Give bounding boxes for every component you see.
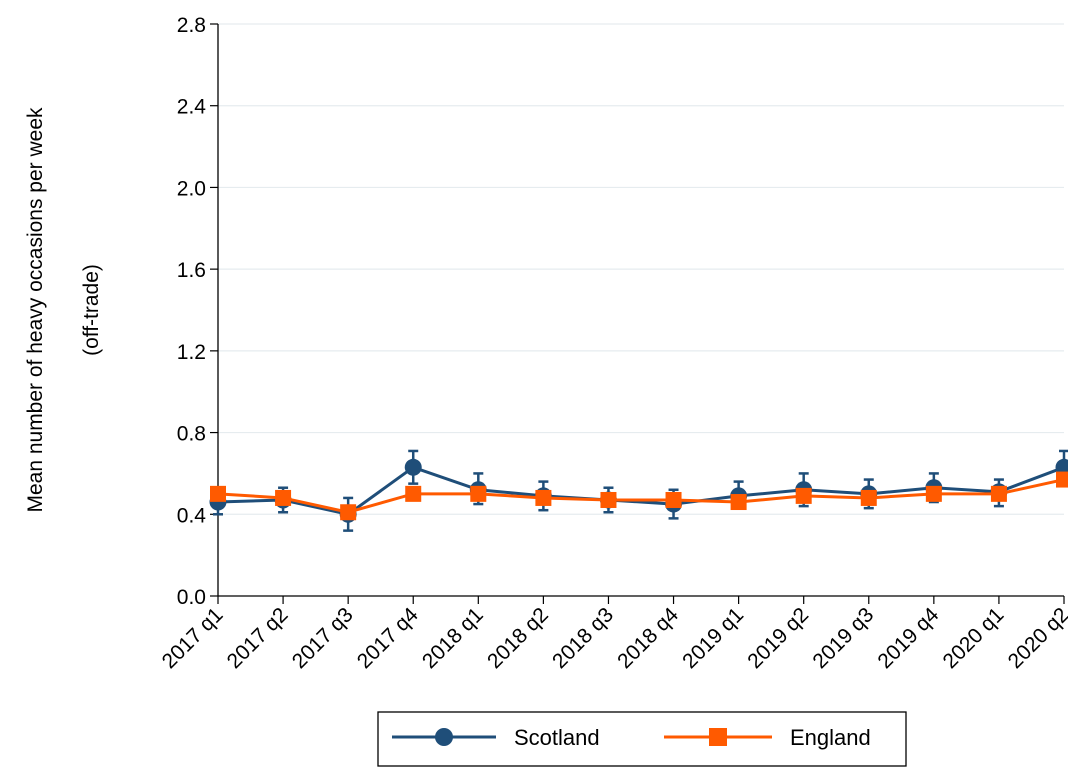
x-tick-label: 2018 q3 [548,603,618,673]
series-layer [209,449,1068,532]
x-tick-label: 2019 q3 [808,603,878,673]
legend-marker [709,728,727,746]
x-tick-label: 2018 q1 [418,603,488,673]
x-tick-label: 2019 q4 [873,603,943,673]
gridlines [218,23,1064,515]
data-point [665,491,682,508]
y-axis-title-line-1: Mean number of heavy occasions per week [24,107,47,513]
y-axis-title: Mean number of heavy occasions per week … [24,107,103,513]
y-tick-label: 1.6 [177,259,206,282]
x-tick-label: 2020 q1 [939,603,1009,673]
x-tick-label: 2020 q2 [1004,603,1068,673]
data-point [405,485,422,502]
x-tick-label: 2017 q1 [158,603,228,673]
data-point [210,485,226,502]
legend-marker [435,728,453,746]
data-point [404,458,422,476]
legend-label: England [790,725,871,750]
series-line [217,465,1065,516]
y-tick-label: 2.8 [177,14,206,37]
data-point [470,485,487,502]
x-tick-label: 2019 q1 [678,603,748,673]
y-tick-label: 2.0 [177,177,206,200]
data-point [600,491,617,508]
y-tick-label: 1.2 [177,341,206,364]
legend-item-scotland: Scotland [392,725,600,750]
x-tick-label: 2017 q3 [288,603,358,673]
data-point [925,485,942,502]
data-point [990,485,1007,502]
x-tick-label: 2019 q2 [743,603,813,673]
series-line [217,478,1065,514]
y-tick-label: 0.8 [177,423,206,446]
y-tick-label: 2.4 [177,96,207,119]
data-point [1055,458,1068,476]
data-point [535,489,552,506]
legend-label: Scotland [514,725,600,750]
y-tick-label: 0.4 [177,504,207,527]
data-point [730,494,747,511]
data-point [340,504,357,521]
legend-box [377,711,907,767]
data-point [795,487,812,504]
y-tick-label: 0.0 [177,586,206,609]
series-england [210,471,1068,521]
x-tick-label: 2018 q4 [613,603,683,673]
data-point [860,489,877,506]
data-point [275,489,292,506]
y-axis: 0.0 0.4 0.8 1.2 1.6 2.0 2.4 2.8 [177,14,219,609]
x-tick-label: 2017 q2 [223,603,293,673]
x-tick-label: 2017 q4 [353,603,423,673]
legend: Scotland England [377,711,907,767]
legend-item-england: England [664,725,871,750]
data-point [1056,471,1068,488]
y-axis-title-line-2: (off-trade) [80,264,103,356]
x-tick-label: 2018 q2 [483,603,553,673]
